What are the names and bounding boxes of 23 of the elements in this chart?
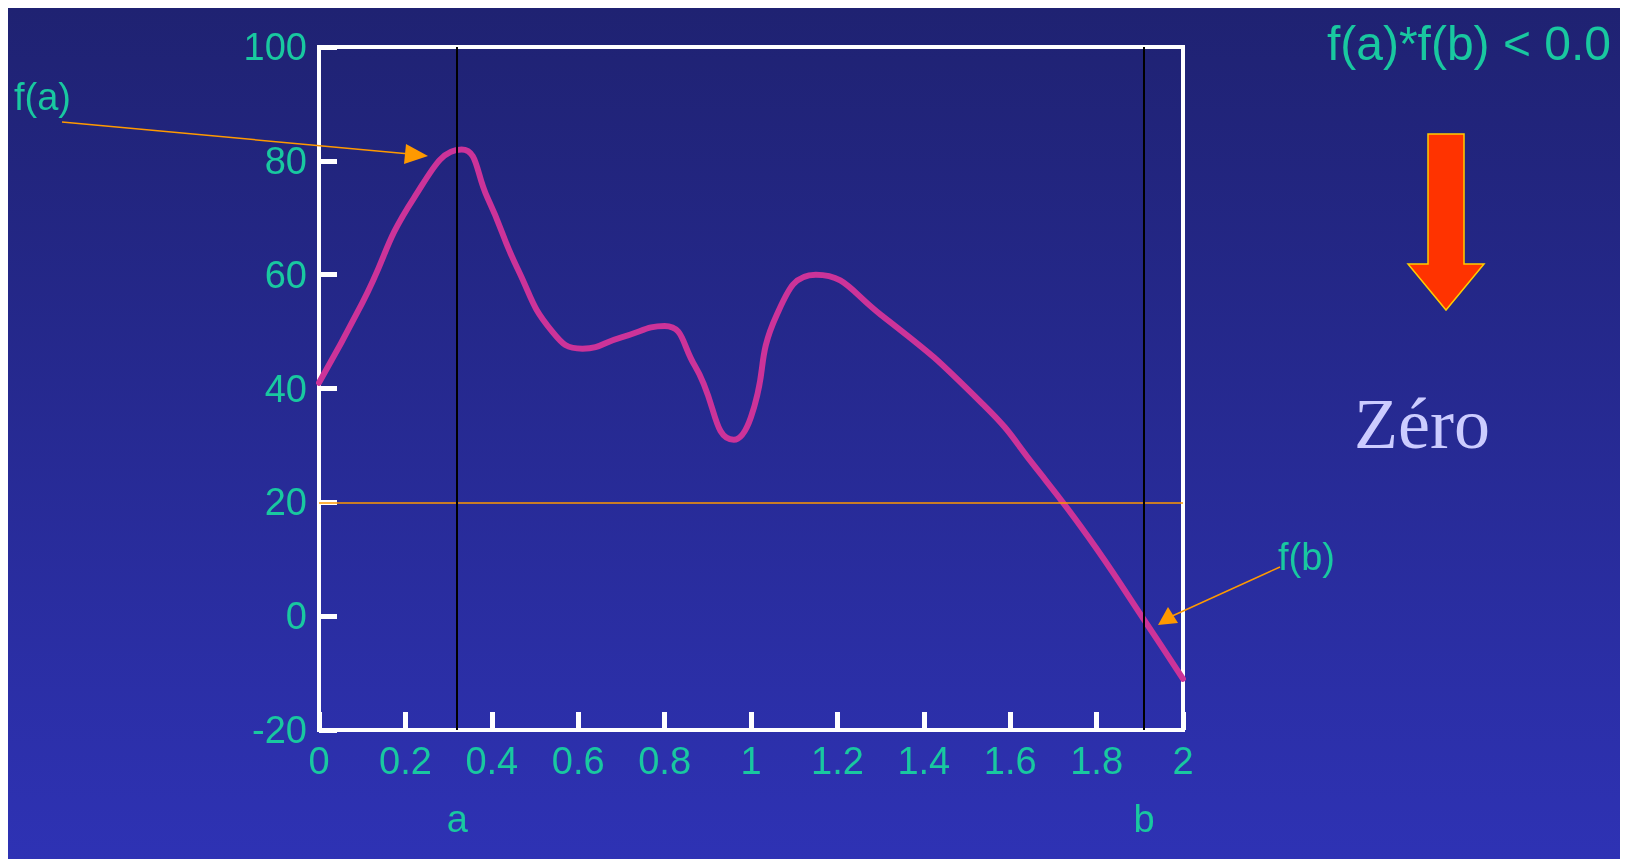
- y-tick-label: 40: [264, 367, 307, 410]
- x-tick-label: 2: [1172, 740, 1194, 782]
- ref-line-label: b: [1133, 798, 1155, 840]
- text: Zéro: [1354, 384, 1491, 464]
- x-tick-label: 1.6: [983, 740, 1037, 782]
- x-tick-label: 1.2: [810, 740, 864, 782]
- y-tick-label: 0: [285, 595, 307, 638]
- y-tick-label: 60: [264, 253, 307, 296]
- x-tick-label: 0.4: [465, 740, 519, 782]
- text: f(a): [14, 76, 71, 118]
- y-tick-label: 20: [264, 481, 307, 524]
- x-tick-label: 0.2: [378, 740, 432, 782]
- text: f(a)*f(b) < 0.0: [1326, 16, 1611, 70]
- x-tick-label: 1: [740, 740, 762, 782]
- text: f(b): [1278, 536, 1335, 578]
- y-tick-label: -20: [252, 709, 307, 751]
- x-tick-label: 0.8: [638, 740, 692, 782]
- y-tick-label: 100: [243, 26, 307, 68]
- x-tick-label: 1.8: [1070, 740, 1124, 782]
- x-tick-label: 1.4: [897, 740, 951, 782]
- ref-line-label: a: [446, 798, 469, 840]
- y-tick-label: 80: [264, 139, 307, 182]
- x-tick-label: 0.6: [551, 740, 605, 782]
